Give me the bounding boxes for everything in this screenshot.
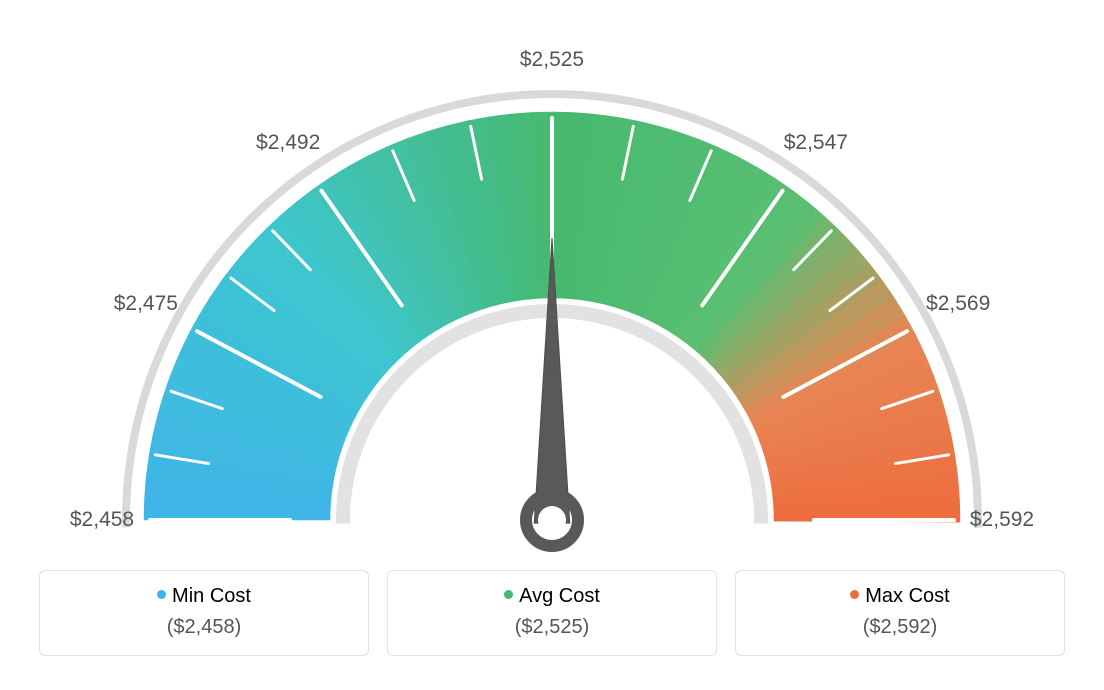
chart-container: $2,458 $2,475 $2,492 $2,525 $2,547 $2,569 $2,5… <box>30 30 1074 656</box>
legend-card-max: Max Cost ($2,592) <box>735 570 1065 656</box>
gauge-tick-label: $2,492 <box>256 131 320 155</box>
legend-row: Min Cost ($2,458) Avg Cost ($2,525) Max … <box>30 570 1074 656</box>
gauge-svg <box>30 30 1074 560</box>
legend-dot-max <box>850 590 859 599</box>
legend-dot-min <box>157 590 166 599</box>
gauge-tick-label: $2,458 <box>70 508 134 532</box>
gauge-tick-label: $2,547 <box>784 131 848 155</box>
legend-label-avg-text: Avg Cost <box>519 585 600 607</box>
legend-label-min: Min Cost <box>50 585 358 608</box>
gauge-tick-label: $2,592 <box>970 508 1034 532</box>
gauge-tick-label: $2,525 <box>520 48 584 72</box>
legend-label-max-text: Max Cost <box>865 585 949 607</box>
legend-label-max: Max Cost <box>746 585 1054 608</box>
legend-value-avg: ($2,525) <box>398 616 706 639</box>
legend-dot-avg <box>504 590 513 599</box>
legend-value-max: ($2,592) <box>746 616 1054 639</box>
legend-label-avg: Avg Cost <box>398 585 706 608</box>
gauge-tick-label: $2,475 <box>114 292 178 316</box>
legend-label-min-text: Min Cost <box>172 585 251 607</box>
legend-value-min: ($2,458) <box>50 616 358 639</box>
legend-card-min: Min Cost ($2,458) <box>39 570 369 656</box>
legend-card-avg: Avg Cost ($2,525) <box>387 570 717 656</box>
gauge-chart: $2,458 $2,475 $2,492 $2,525 $2,547 $2,569 $2,5… <box>30 30 1074 560</box>
gauge-tick-label: $2,569 <box>926 292 990 316</box>
